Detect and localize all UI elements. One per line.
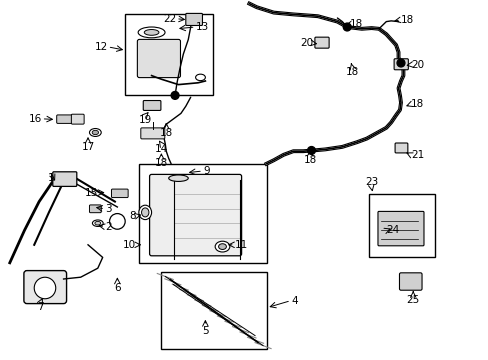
Text: 22: 22 xyxy=(163,14,176,24)
Text: 10: 10 xyxy=(122,240,136,250)
Text: 9: 9 xyxy=(203,166,209,176)
Ellipse shape xyxy=(138,27,165,38)
Ellipse shape xyxy=(218,244,226,249)
Circle shape xyxy=(171,91,179,99)
Text: 19: 19 xyxy=(139,115,152,125)
Text: 5: 5 xyxy=(202,326,208,336)
Text: 24: 24 xyxy=(386,225,399,235)
Ellipse shape xyxy=(142,208,148,217)
Bar xyxy=(139,164,266,263)
Ellipse shape xyxy=(195,74,205,81)
Circle shape xyxy=(343,23,350,31)
Circle shape xyxy=(109,213,125,229)
Text: 16: 16 xyxy=(28,114,41,124)
FancyBboxPatch shape xyxy=(185,13,202,26)
Text: 12: 12 xyxy=(94,42,107,52)
Text: 14: 14 xyxy=(154,144,168,154)
Text: 18: 18 xyxy=(159,128,173,138)
Text: 3: 3 xyxy=(105,204,112,214)
Circle shape xyxy=(307,147,315,154)
Bar xyxy=(124,14,212,95)
Text: 18: 18 xyxy=(345,67,358,77)
FancyBboxPatch shape xyxy=(111,189,128,198)
FancyBboxPatch shape xyxy=(149,174,241,256)
Text: 18: 18 xyxy=(400,15,413,25)
Text: 6: 6 xyxy=(114,283,121,293)
Text: 8: 8 xyxy=(129,211,136,221)
Text: 21: 21 xyxy=(410,150,423,160)
FancyBboxPatch shape xyxy=(24,271,66,303)
Circle shape xyxy=(396,59,404,67)
Text: 7: 7 xyxy=(37,302,44,312)
Ellipse shape xyxy=(89,129,101,136)
FancyBboxPatch shape xyxy=(399,273,421,290)
Text: 25: 25 xyxy=(406,295,419,305)
Text: 17: 17 xyxy=(81,142,95,152)
Text: 18: 18 xyxy=(303,155,317,165)
Text: 18: 18 xyxy=(349,19,362,30)
FancyBboxPatch shape xyxy=(141,128,164,139)
Text: 1: 1 xyxy=(48,173,55,183)
FancyBboxPatch shape xyxy=(57,115,72,123)
Bar xyxy=(368,194,434,257)
Text: 23: 23 xyxy=(364,177,378,187)
Text: 11: 11 xyxy=(234,240,247,250)
FancyBboxPatch shape xyxy=(143,100,161,111)
Ellipse shape xyxy=(168,175,188,181)
FancyBboxPatch shape xyxy=(314,37,328,48)
Ellipse shape xyxy=(139,205,151,220)
Bar xyxy=(161,272,266,349)
Ellipse shape xyxy=(144,30,159,35)
Text: 18: 18 xyxy=(410,99,423,109)
FancyBboxPatch shape xyxy=(394,143,407,153)
Circle shape xyxy=(34,277,56,299)
Ellipse shape xyxy=(95,221,101,225)
Text: 18: 18 xyxy=(154,158,168,168)
Ellipse shape xyxy=(92,220,103,226)
Ellipse shape xyxy=(92,130,99,135)
FancyBboxPatch shape xyxy=(377,211,423,246)
FancyBboxPatch shape xyxy=(71,114,84,124)
Text: 20: 20 xyxy=(410,60,423,70)
FancyBboxPatch shape xyxy=(89,205,101,213)
Text: 13: 13 xyxy=(195,22,208,32)
Text: 2: 2 xyxy=(105,222,112,232)
Ellipse shape xyxy=(215,241,229,252)
FancyBboxPatch shape xyxy=(137,39,180,78)
Text: 20: 20 xyxy=(299,38,312,48)
Text: 4: 4 xyxy=(290,296,297,306)
FancyBboxPatch shape xyxy=(53,172,77,186)
FancyBboxPatch shape xyxy=(393,59,407,70)
Text: 15: 15 xyxy=(84,188,98,198)
